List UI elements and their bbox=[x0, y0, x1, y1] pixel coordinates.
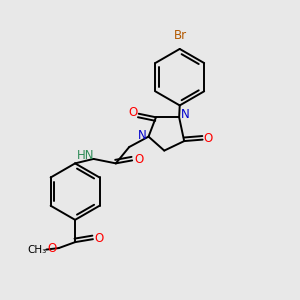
Text: HN: HN bbox=[76, 149, 94, 162]
Text: O: O bbox=[48, 242, 57, 256]
Text: O: O bbox=[129, 106, 138, 119]
Text: N: N bbox=[138, 129, 146, 142]
Text: O: O bbox=[95, 232, 104, 245]
Text: N: N bbox=[181, 108, 189, 121]
Text: CH₃: CH₃ bbox=[27, 244, 46, 255]
Text: O: O bbox=[203, 132, 213, 145]
Text: O: O bbox=[134, 153, 143, 166]
Text: Br: Br bbox=[174, 29, 187, 42]
